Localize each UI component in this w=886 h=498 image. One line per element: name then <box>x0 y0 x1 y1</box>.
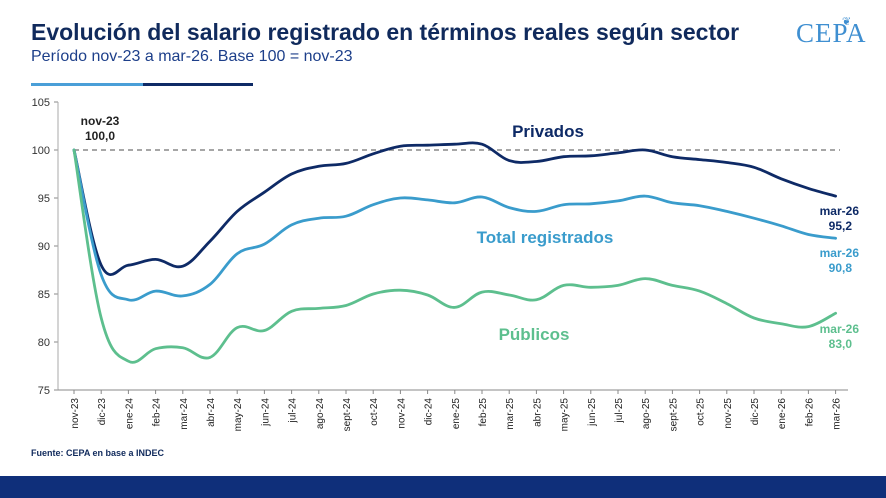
chart-subtitle: Período nov-23 a mar-26. Base 100 = nov-… <box>31 48 353 65</box>
x-tick-label: may-25 <box>560 398 571 432</box>
series-label-privados: Privados <box>512 122 584 141</box>
series-line-publicos <box>72 148 837 364</box>
title-underline-dark <box>143 83 253 86</box>
leaf-icon: ❦ <box>842 16 852 28</box>
title-underline-light <box>31 83 143 86</box>
series-label-total: Total registrados <box>477 228 614 247</box>
x-tick-label: nov-23 <box>70 398 81 429</box>
y-tick-label: 80 <box>38 337 50 349</box>
x-tick-label: ago-24 <box>315 398 326 430</box>
y-tick-label: 105 <box>32 97 50 109</box>
privados-end-value: 95,2 <box>829 219 853 233</box>
chart-series <box>72 141 837 364</box>
x-tick-label: abr-24 <box>206 398 217 427</box>
publicos-end-value: 83,0 <box>829 337 853 351</box>
x-tick-label: feb-25 <box>478 398 489 427</box>
start-label-period: nov-23 <box>81 114 120 128</box>
x-tick-label: mar-26 <box>832 398 843 430</box>
y-tick-label: 90 <box>38 241 50 253</box>
x-tick-label: ene-25 <box>451 398 462 430</box>
x-tick-label: sept-25 <box>668 398 679 432</box>
x-tick-label: sept-24 <box>342 398 353 432</box>
x-tick-label: feb-24 <box>152 398 163 427</box>
x-tick-label: oct-24 <box>369 398 380 426</box>
x-tick-label: jul-25 <box>614 398 625 424</box>
x-tick-label: dic-24 <box>424 398 435 426</box>
total-end-value: 90,8 <box>829 261 853 275</box>
x-tick-label: jul-24 <box>288 398 299 424</box>
series-label-publicos: Públicos <box>499 325 570 344</box>
y-tick-label: 95 <box>38 193 50 205</box>
x-tick-label: ene-26 <box>777 398 788 430</box>
y-tick-label: 85 <box>38 289 50 301</box>
x-tick-label: feb-26 <box>804 398 815 427</box>
chart-labels: Privados Total registrados Públicos nov-… <box>81 114 860 351</box>
x-tick-label: mar-25 <box>505 398 516 430</box>
x-tick-label: mar-24 <box>179 398 190 430</box>
series-line-total <box>72 148 837 302</box>
x-tick-label: nov-25 <box>723 398 734 429</box>
x-tick-label: may-24 <box>233 398 244 432</box>
chart-title: Evolución del salario registrado en térm… <box>31 19 740 45</box>
x-tick-label: jun-25 <box>587 398 598 427</box>
x-tick-label: dic-25 <box>750 398 761 426</box>
series-line-privados <box>72 141 837 276</box>
source-note: Fuente: CEPA en base a INDEC <box>31 448 165 458</box>
x-tick-label: jun-24 <box>260 398 271 427</box>
publicos-end-period: mar-26 <box>820 322 860 336</box>
y-tick-label: 75 <box>38 385 50 397</box>
x-tick-label: ago-25 <box>641 398 652 430</box>
chart-axes: 75 80 85 90 95 100 105 nov-23 dic-23 ene-24 feb-24… <box>32 97 848 431</box>
total-end-period: mar-26 <box>820 246 860 260</box>
x-tick-label: nov-24 <box>396 398 407 429</box>
x-tick-label: abr-25 <box>532 398 543 427</box>
privados-end-period: mar-26 <box>820 204 860 218</box>
footer-bar <box>0 476 886 498</box>
x-tick-label: oct-25 <box>696 398 707 426</box>
y-tick-label: 100 <box>32 145 50 157</box>
start-label-value: 100,0 <box>85 129 115 143</box>
cepa-logo: CEPA <box>796 18 867 48</box>
x-tick-label: ene-24 <box>124 398 135 430</box>
x-tick-label: dic-23 <box>97 398 108 426</box>
